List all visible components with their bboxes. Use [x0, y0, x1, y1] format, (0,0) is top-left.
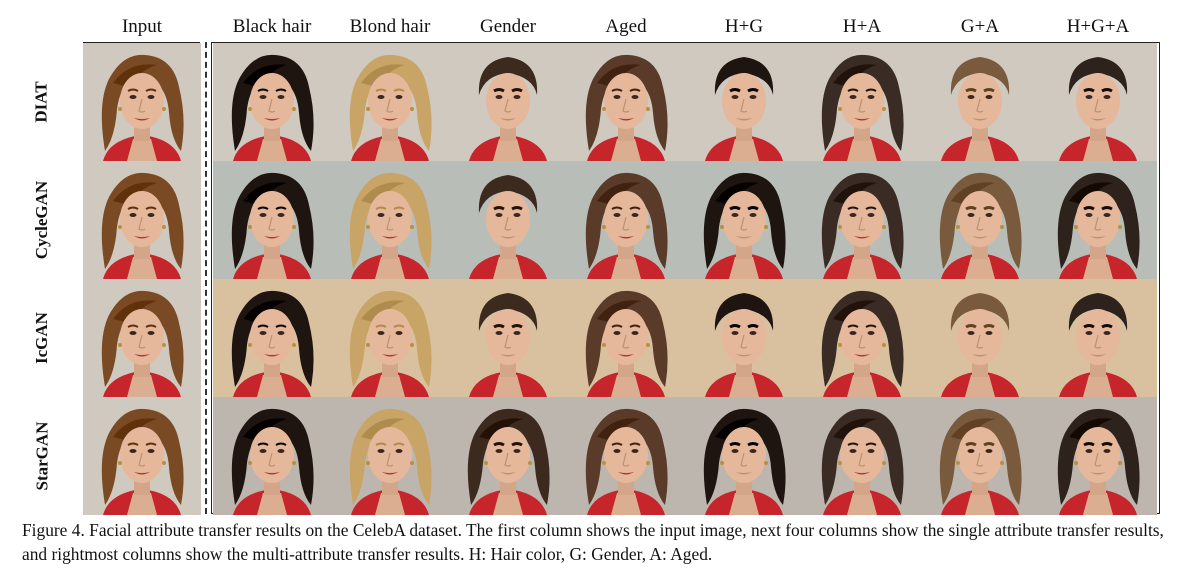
row-label: CycleGAN	[32, 180, 51, 260]
face-image	[921, 279, 1039, 397]
face-image	[331, 161, 449, 279]
column-header: G+A	[960, 16, 1000, 37]
face-image	[1039, 43, 1157, 161]
row-label: IcGAN	[32, 312, 52, 364]
face-image	[1039, 279, 1157, 397]
face-image	[685, 279, 803, 397]
column-header: Aged	[605, 16, 647, 37]
face-image	[803, 161, 921, 279]
face-image	[567, 161, 685, 279]
column-header: H+G+A	[1066, 16, 1130, 37]
row-label: DIAT	[32, 81, 51, 123]
face-image	[331, 397, 449, 515]
face-image	[213, 397, 331, 515]
column-header: Input	[121, 16, 163, 37]
face-image	[213, 279, 331, 397]
face-image	[449, 43, 567, 161]
face-image	[685, 161, 803, 279]
column-header: H+A	[842, 16, 882, 37]
face-image	[213, 161, 331, 279]
face-image	[803, 279, 921, 397]
face-image	[1039, 397, 1157, 515]
face-image	[685, 43, 803, 161]
face-image	[921, 397, 1039, 515]
figure-caption: Figure 4. Facial attribute transfer resu…	[22, 520, 1164, 564]
face-image	[921, 43, 1039, 161]
face-image	[1039, 161, 1157, 279]
face-image	[685, 397, 803, 515]
face-image	[567, 43, 685, 161]
face-image	[83, 43, 201, 161]
column-header: Gender	[480, 16, 536, 37]
face-image	[449, 397, 567, 515]
face-image	[83, 279, 201, 397]
column-header: Black hair	[232, 16, 312, 37]
face-image	[921, 161, 1039, 279]
face-image	[83, 161, 201, 279]
face-image	[331, 279, 449, 397]
face-image	[803, 397, 921, 515]
column-separator	[205, 42, 207, 514]
face-image	[449, 279, 567, 397]
column-header: Blond hair	[349, 16, 431, 37]
face-image	[331, 43, 449, 161]
face-image	[803, 43, 921, 161]
face-image	[213, 43, 331, 161]
face-image	[83, 397, 201, 515]
face-image	[567, 279, 685, 397]
face-image	[567, 397, 685, 515]
face-image	[449, 161, 567, 279]
row-label: StarGAN	[32, 421, 52, 491]
column-header: H+G	[724, 16, 764, 37]
